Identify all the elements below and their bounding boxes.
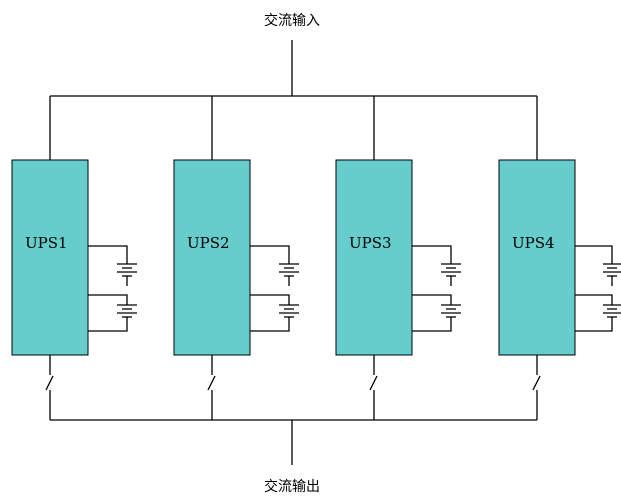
ups1-box	[11, 159, 89, 356]
ac-input-label: 交流输入	[264, 12, 320, 29]
ups-unit-3: UPS3	[335, 96, 461, 420]
ups4-label: UPS4	[512, 234, 555, 252]
ups2-box	[173, 159, 251, 356]
ups3-label: UPS3	[349, 234, 392, 252]
ups2-switch-icon	[207, 370, 216, 420]
ups1-battery-bank	[88, 245, 137, 332]
ups-unit-1: UPS1	[11, 96, 137, 420]
ups4-battery-bank	[575, 245, 621, 332]
ups1-switch-icon	[45, 370, 54, 420]
ups-unit-2: UPS2	[173, 96, 299, 420]
ups2-battery-bank	[250, 245, 299, 332]
ups4-switch-icon	[532, 370, 541, 420]
battery-icon	[603, 263, 621, 277]
battery-icon	[279, 263, 299, 277]
battery-icon	[279, 304, 299, 318]
ups1-label: UPS1	[25, 234, 68, 252]
battery-icon	[603, 304, 621, 318]
ups3-battery-bank	[412, 245, 461, 332]
battery-icon	[441, 263, 461, 277]
ups3-switch-icon	[369, 370, 378, 420]
ups4-box	[498, 159, 576, 356]
ups2-label: UPS2	[187, 234, 230, 252]
ups-unit-4: UPS4	[498, 96, 621, 420]
battery-icon	[441, 304, 461, 318]
battery-icon	[117, 263, 137, 277]
ups3-box	[335, 159, 413, 356]
ac-output-label: 交流输出	[264, 478, 320, 495]
battery-icon	[117, 304, 137, 318]
